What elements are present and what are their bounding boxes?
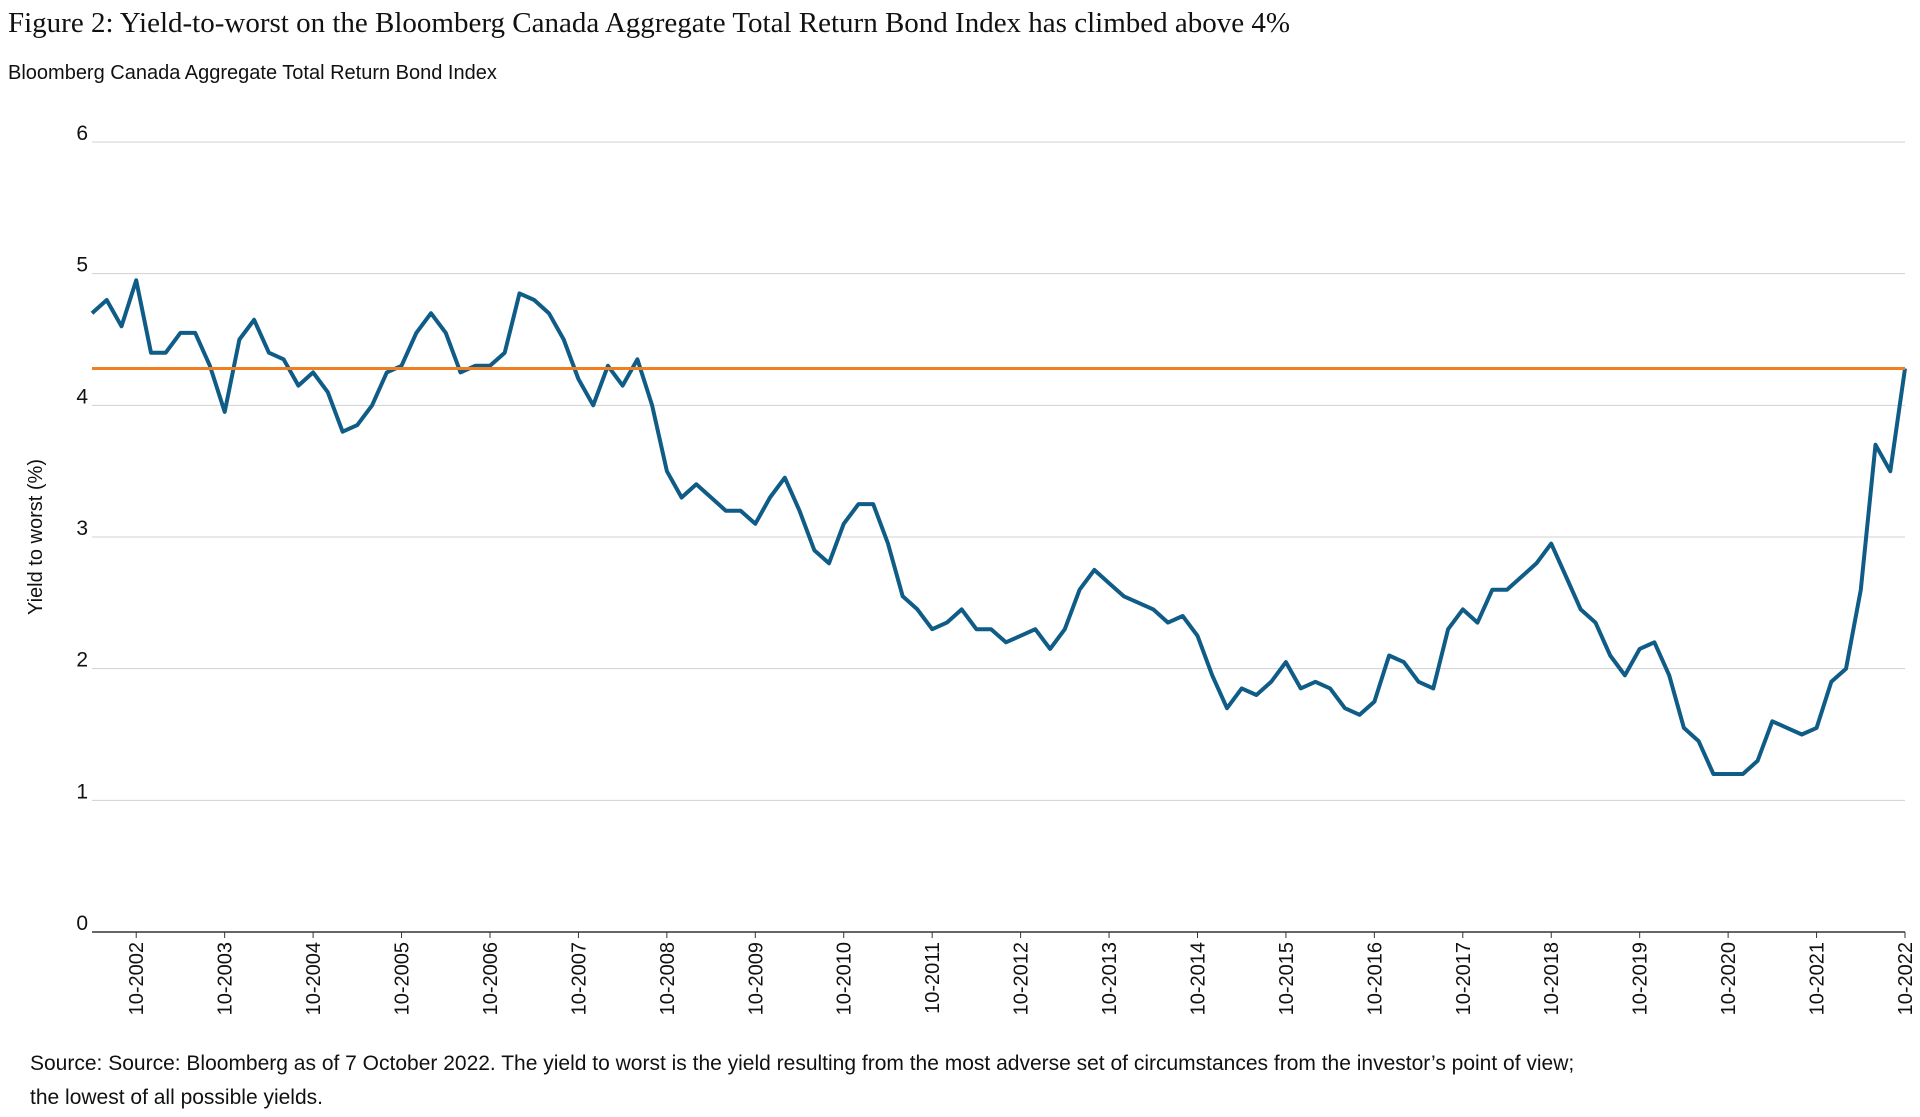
x-tick-label: 10-2020 bbox=[1718, 942, 1740, 1015]
data-line bbox=[90, 278, 1907, 776]
y-tick-label: 1 bbox=[76, 780, 88, 803]
y-tick-label: 6 bbox=[76, 122, 88, 145]
chart-title: Figure 2: Yield-to-worst on the Bloomber… bbox=[8, 7, 1290, 39]
x-tick-label: 10-2010 bbox=[834, 942, 856, 1015]
x-tick-label: 10-2021 bbox=[1807, 942, 1829, 1015]
y-tick-label: 4 bbox=[76, 385, 88, 408]
x-tick-label: 10-2018 bbox=[1541, 942, 1563, 1015]
y-tick-label: 2 bbox=[76, 649, 88, 672]
x-tick-label: 10-2007 bbox=[568, 942, 590, 1015]
x-tick-label: 10-2019 bbox=[1630, 942, 1652, 1015]
source-note: Source: Source: Bloomberg as of 7 Octobe… bbox=[30, 1052, 1574, 1075]
x-tick-label: 10-2016 bbox=[1364, 942, 1386, 1015]
x-tick-label: 10-2022 bbox=[1895, 942, 1917, 1015]
x-tick-label: 10-2008 bbox=[657, 942, 679, 1015]
y-axis-label: Yield to worst (%) bbox=[25, 459, 47, 615]
x-tick-label: 10-2004 bbox=[303, 942, 325, 1015]
source-note: the lowest of all possible yields. bbox=[30, 1086, 323, 1109]
x-tick-label: 10-2015 bbox=[1276, 942, 1298, 1015]
x-tick-label: 10-2009 bbox=[745, 942, 767, 1015]
y-tick-label: 5 bbox=[76, 254, 88, 277]
x-tick-label: 10-2002 bbox=[126, 942, 148, 1015]
x-tick-label: 10-2014 bbox=[1187, 942, 1209, 1015]
x-tick-label: 10-2011 bbox=[922, 942, 944, 1014]
x-tick-label: 10-2006 bbox=[480, 942, 502, 1015]
chart-subtitle: Bloomberg Canada Aggregate Total Return … bbox=[8, 62, 497, 84]
x-tick-label: 10-2005 bbox=[392, 942, 414, 1015]
y-tick-label: 0 bbox=[76, 912, 88, 935]
x-tick-label: 10-2017 bbox=[1453, 942, 1475, 1015]
x-tick-label: 10-2003 bbox=[215, 942, 237, 1015]
x-tick-label: 10-2013 bbox=[1099, 942, 1121, 1015]
x-tick-label: 10-2012 bbox=[1011, 942, 1033, 1015]
y-tick-label: 3 bbox=[76, 517, 88, 540]
